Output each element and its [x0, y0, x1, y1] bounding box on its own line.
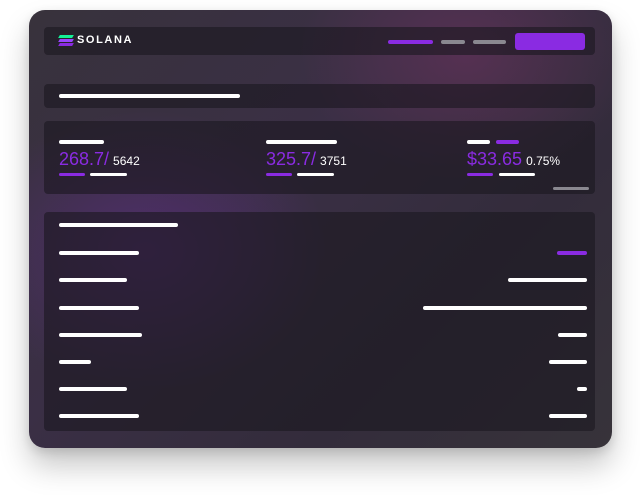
stat-value-main: 325.7/ — [266, 149, 317, 169]
table-row-value — [549, 414, 587, 418]
nav-item[interactable] — [441, 40, 465, 44]
table-row-label — [59, 251, 139, 255]
stat-label — [266, 140, 337, 144]
stat-value-total: 0.75% — [526, 154, 561, 168]
stat-underline — [59, 173, 85, 176]
table-row-value — [577, 387, 587, 391]
stat-value: 325.7/3751 — [266, 149, 347, 170]
stat-underline — [266, 173, 292, 176]
table-row-value — [558, 333, 587, 337]
search-placeholder — [59, 94, 240, 98]
stat-value-total: 5642 — [113, 154, 140, 168]
stat-underline — [90, 173, 127, 176]
stats-panel — [44, 121, 595, 194]
stat-underline — [467, 173, 493, 176]
stat-value: $33.65 0.75% — [467, 149, 560, 170]
primary-action-button[interactable] — [515, 33, 585, 50]
nav-item[interactable] — [473, 40, 506, 44]
table-row-value — [423, 306, 587, 310]
table-row-value — [549, 360, 587, 364]
brand-name[interactable]: SOLANA — [77, 34, 134, 46]
table-row-label — [59, 278, 127, 282]
table-row-label — [59, 360, 91, 364]
stat-underline — [499, 173, 535, 176]
dashboard-window: SOLANA 268.7/5642 325.7/3751 $33.65 0.75% — [29, 10, 612, 448]
table-row-value — [508, 278, 587, 282]
nav-item-active[interactable] — [388, 40, 433, 44]
stat-badge — [496, 140, 519, 144]
table-row-label — [59, 306, 139, 310]
table-row-label — [59, 387, 127, 391]
details-table-panel — [44, 212, 595, 431]
stat-label — [59, 140, 104, 144]
stat-value-total: 3751 — [320, 154, 347, 168]
table-row-label — [59, 414, 139, 418]
table-title — [59, 223, 178, 227]
stat-value-main: $33.65 — [467, 149, 523, 169]
stat-label — [467, 140, 490, 144]
stat-underline — [297, 173, 334, 176]
stat-value: 268.7/5642 — [59, 149, 140, 170]
stat-value-main: 268.7/ — [59, 149, 110, 169]
table-row-value — [557, 251, 587, 255]
table-row-label — [59, 333, 142, 337]
solana-logo-icon[interactable] — [58, 35, 74, 47]
stat-footer-line — [553, 187, 589, 190]
